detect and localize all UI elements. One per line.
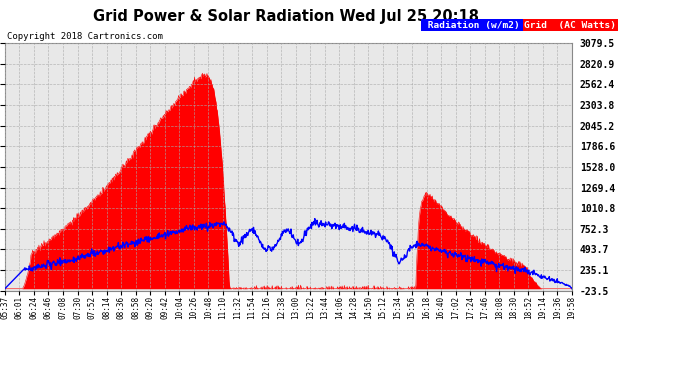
Text: Grid Power & Solar Radiation Wed Jul 25 20:18: Grid Power & Solar Radiation Wed Jul 25 … xyxy=(93,9,480,24)
Text: Copyright 2018 Cartronics.com: Copyright 2018 Cartronics.com xyxy=(7,32,163,41)
Text: Grid  (AC Watts): Grid (AC Watts) xyxy=(524,21,616,30)
Text: Radiation (w/m2): Radiation (w/m2) xyxy=(422,21,526,30)
